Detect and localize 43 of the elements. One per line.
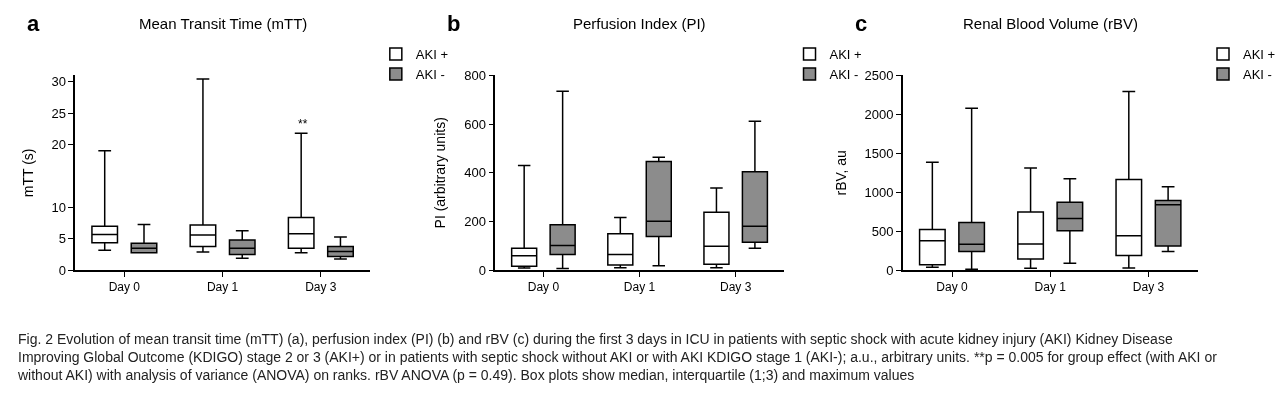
y-tick-label: 800 <box>464 67 486 83</box>
y-tick-label: 1000 <box>864 184 894 200</box>
x-tick-label: Day 1 <box>206 280 239 295</box>
y-tick-label: 2000 <box>864 106 894 122</box>
legend-label: AKI + <box>415 47 448 63</box>
y-tick-label: 2500 <box>864 67 894 83</box>
y-tick-label: 600 <box>464 116 486 132</box>
y-axis-title: PI (arbitrary units) <box>432 117 449 229</box>
y-tick-label: 0 <box>886 262 894 278</box>
text: b <box>447 11 461 36</box>
y-tick-label: 500 <box>871 223 894 239</box>
x-tick-label: Day 1 <box>623 280 656 295</box>
x-tick-label: Day 0 <box>936 280 968 295</box>
y-tick-label: 1500 <box>864 145 894 161</box>
annotation: ** <box>298 117 308 131</box>
x-tick-label: Day 0 <box>108 280 141 295</box>
y-tick-label: 25 <box>51 105 66 121</box>
y-axis-title: mTT (s) <box>19 148 36 198</box>
legend-label: AKI - <box>415 67 445 83</box>
x-tick-label: Day 3 <box>305 280 337 295</box>
legend-label: AKI - <box>829 67 859 83</box>
text: c <box>855 11 868 36</box>
x-tick-label: Day 1 <box>1034 280 1067 295</box>
y-axis-title: rBV, au <box>832 150 849 196</box>
text: a <box>27 11 40 36</box>
y-tick-label: 10 <box>51 199 66 215</box>
y-tick-label: 400 <box>464 165 486 181</box>
chart-title: Mean Transit Time (mTT) <box>139 15 308 32</box>
legend-label: AKI + <box>1243 47 1276 63</box>
chart-title: Renal Blood Volume (rBV) <box>963 15 1139 32</box>
x-tick-label: Day 3 <box>720 280 752 295</box>
y-tick-label: 20 <box>51 137 66 153</box>
legend-label: AKI + <box>829 47 862 63</box>
chart-title: Perfusion Index (PI) <box>573 15 706 32</box>
legend-label: AKI - <box>1243 67 1272 83</box>
y-tick-label: 30 <box>51 74 66 90</box>
y-tick-label: 0 <box>478 262 486 278</box>
y-tick-label: 0 <box>58 262 66 278</box>
caption: Fig. 2 Evolution of mean transit time (mTT) (a), perfusion index (PI) (b) and rBV (c) during the first 3 days in ICU in patients with septic shock with acute kidney injury (AKI) Kidney Disease Improving Global Outcome (KDIGO) stage 2 or 3 (AKI+) or in patients with septic shock without AKI or with AKI KDIGO stage 1 (AKI-); a.u., arbitrary units. **p = 0.005 for group effect (with AKI or without AKI) with analysis of variance (ANOVA) on ranks. rBV ANOVA (p = 0.49). Box plots show median, interquartile (1;3) and maximum values <box>17 331 1218 384</box>
y-tick-label: 5 <box>58 231 66 247</box>
x-tick-label: Day 0 <box>527 280 560 295</box>
y-tick-label: 200 <box>464 214 486 230</box>
x-tick-label: Day 3 <box>1132 280 1165 295</box>
